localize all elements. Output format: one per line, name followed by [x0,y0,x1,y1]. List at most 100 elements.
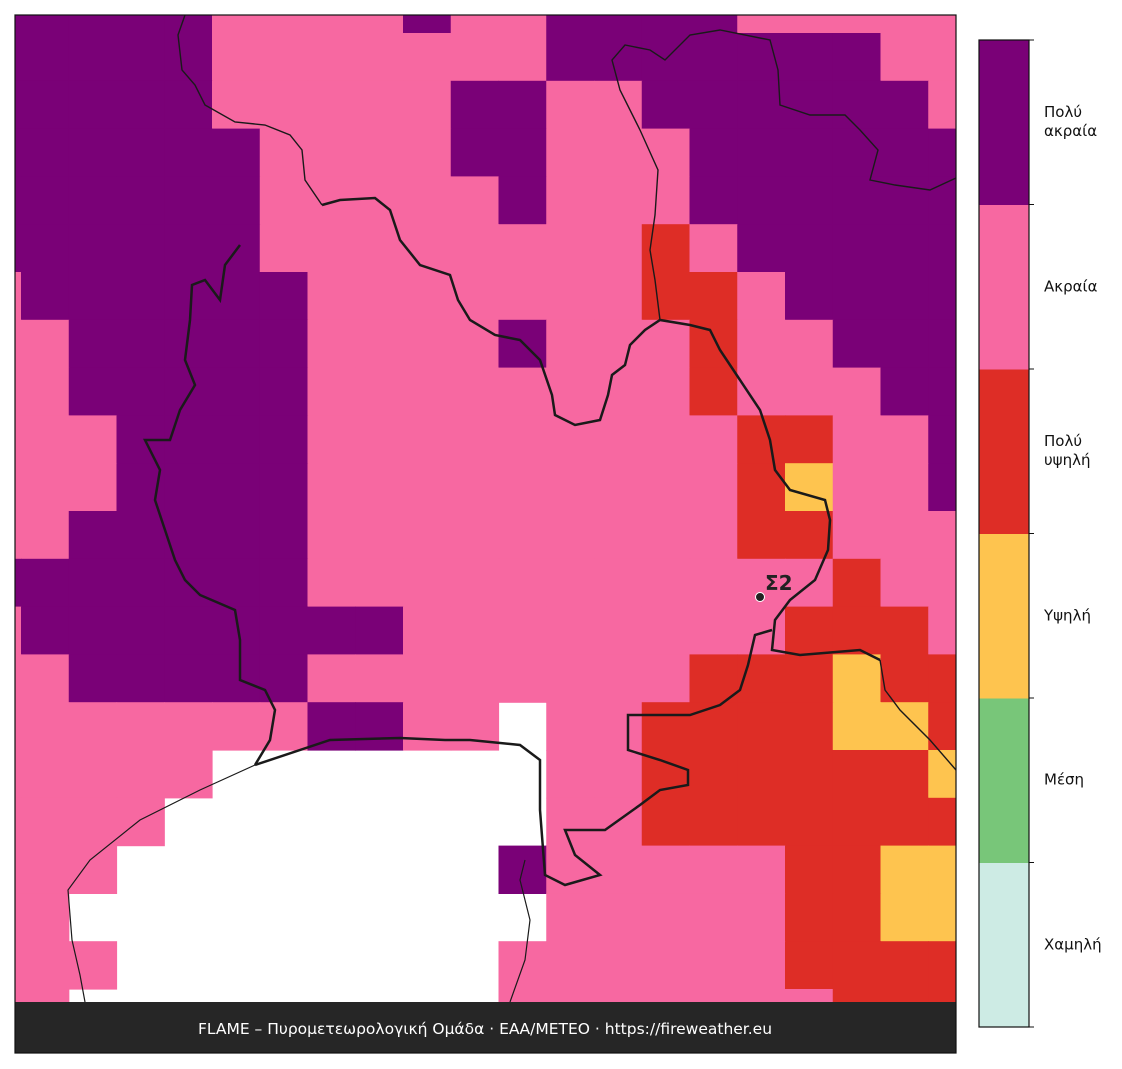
grid-cell [403,511,452,560]
grid-cell [498,558,547,608]
grid-cell [880,272,929,321]
grid-cell [641,702,691,751]
grid-cell [116,15,165,34]
grid-cell [355,415,404,464]
grid-cell [307,128,356,177]
grid-cell [546,558,595,608]
grid-cell [689,941,738,990]
grid-cell [737,415,786,464]
grid-cell [880,319,929,369]
grid-cell [594,511,643,560]
grid-cell [546,941,595,990]
grid-cell [689,558,738,608]
grid-cell [15,176,22,225]
grid-cell [68,845,118,894]
grid-cell [259,15,309,34]
grid-cell [928,654,956,703]
grid-cell [594,272,643,321]
grid-cell [164,463,213,512]
borders [67,15,956,1002]
colorbar-segment [979,204,1029,370]
grid-cell [546,224,595,273]
grid-cell [641,941,691,990]
grid-cell [164,415,213,464]
grid-cell [116,272,165,321]
grid-cell [15,845,22,894]
grid-cell [641,989,691,1002]
grid-cell [21,797,70,847]
grid-cell [355,224,404,273]
grid-cell [928,797,956,847]
grid-cell [450,15,500,34]
grid-cell [21,176,70,225]
grid-cell [737,224,786,273]
grid-cell [737,941,786,990]
grid-cell [450,176,500,225]
grid-cell [928,606,956,655]
grid-cell [355,558,404,608]
grid-cell [212,463,261,512]
grid-cell [355,654,404,703]
grid-cell [116,33,165,82]
grid-cell [21,941,70,990]
grid-cell [785,606,834,655]
grid-cell [15,33,22,82]
grid-cell [641,80,691,130]
grid-cell [212,80,261,130]
grid-cell [116,224,165,273]
grid-cell [737,893,786,942]
grid-cell [68,463,118,512]
grid-cell [15,941,22,990]
grid-cell [403,463,452,512]
grid-cell [403,128,452,177]
grid-cell [832,654,882,703]
grid-cell [259,511,309,560]
grid-cell [928,989,956,1002]
grid-cell [928,558,956,608]
grid-cell [594,176,643,225]
grid-cell [785,80,834,130]
grid-cell [21,511,70,560]
grid-cell [212,319,261,369]
grid-cell [450,511,500,560]
grid-cell [212,367,261,416]
grid-cell [498,463,547,512]
border-line [321,196,881,662]
grid-cell [594,367,643,416]
grid-cell [307,415,356,464]
grid-cell [355,702,404,751]
grid-cell [259,33,309,82]
grid-cell [259,319,309,369]
grid-cell [15,15,22,34]
grid-cell [689,463,738,512]
grid-cell [355,272,404,321]
grid-cell [403,33,452,82]
grid-cell [785,989,834,1002]
grid-cell [737,750,786,799]
grid-cell [641,463,691,512]
grid-cell [355,463,404,512]
grid-cell [832,80,882,130]
grid-cell [212,654,261,703]
grid-cell [594,654,643,703]
grid-cell [68,367,118,416]
grid-cell [259,558,309,608]
grid-cell [832,750,882,799]
grid-cell [259,272,309,321]
grid-cell [689,272,738,321]
grid-cell [928,845,956,894]
grid-cell [498,272,547,321]
grid-cell [450,654,500,703]
grid-cell [450,463,500,512]
grid-cell [546,176,595,225]
grid-cell [164,224,213,273]
grid-cell [68,750,118,799]
grid-cell [68,558,118,608]
grid-cell [594,606,643,655]
grid-cell [21,272,70,321]
grid-cell [928,319,956,369]
grid-cell [355,367,404,416]
grid-cell [212,558,261,608]
grid-cell [164,750,213,799]
